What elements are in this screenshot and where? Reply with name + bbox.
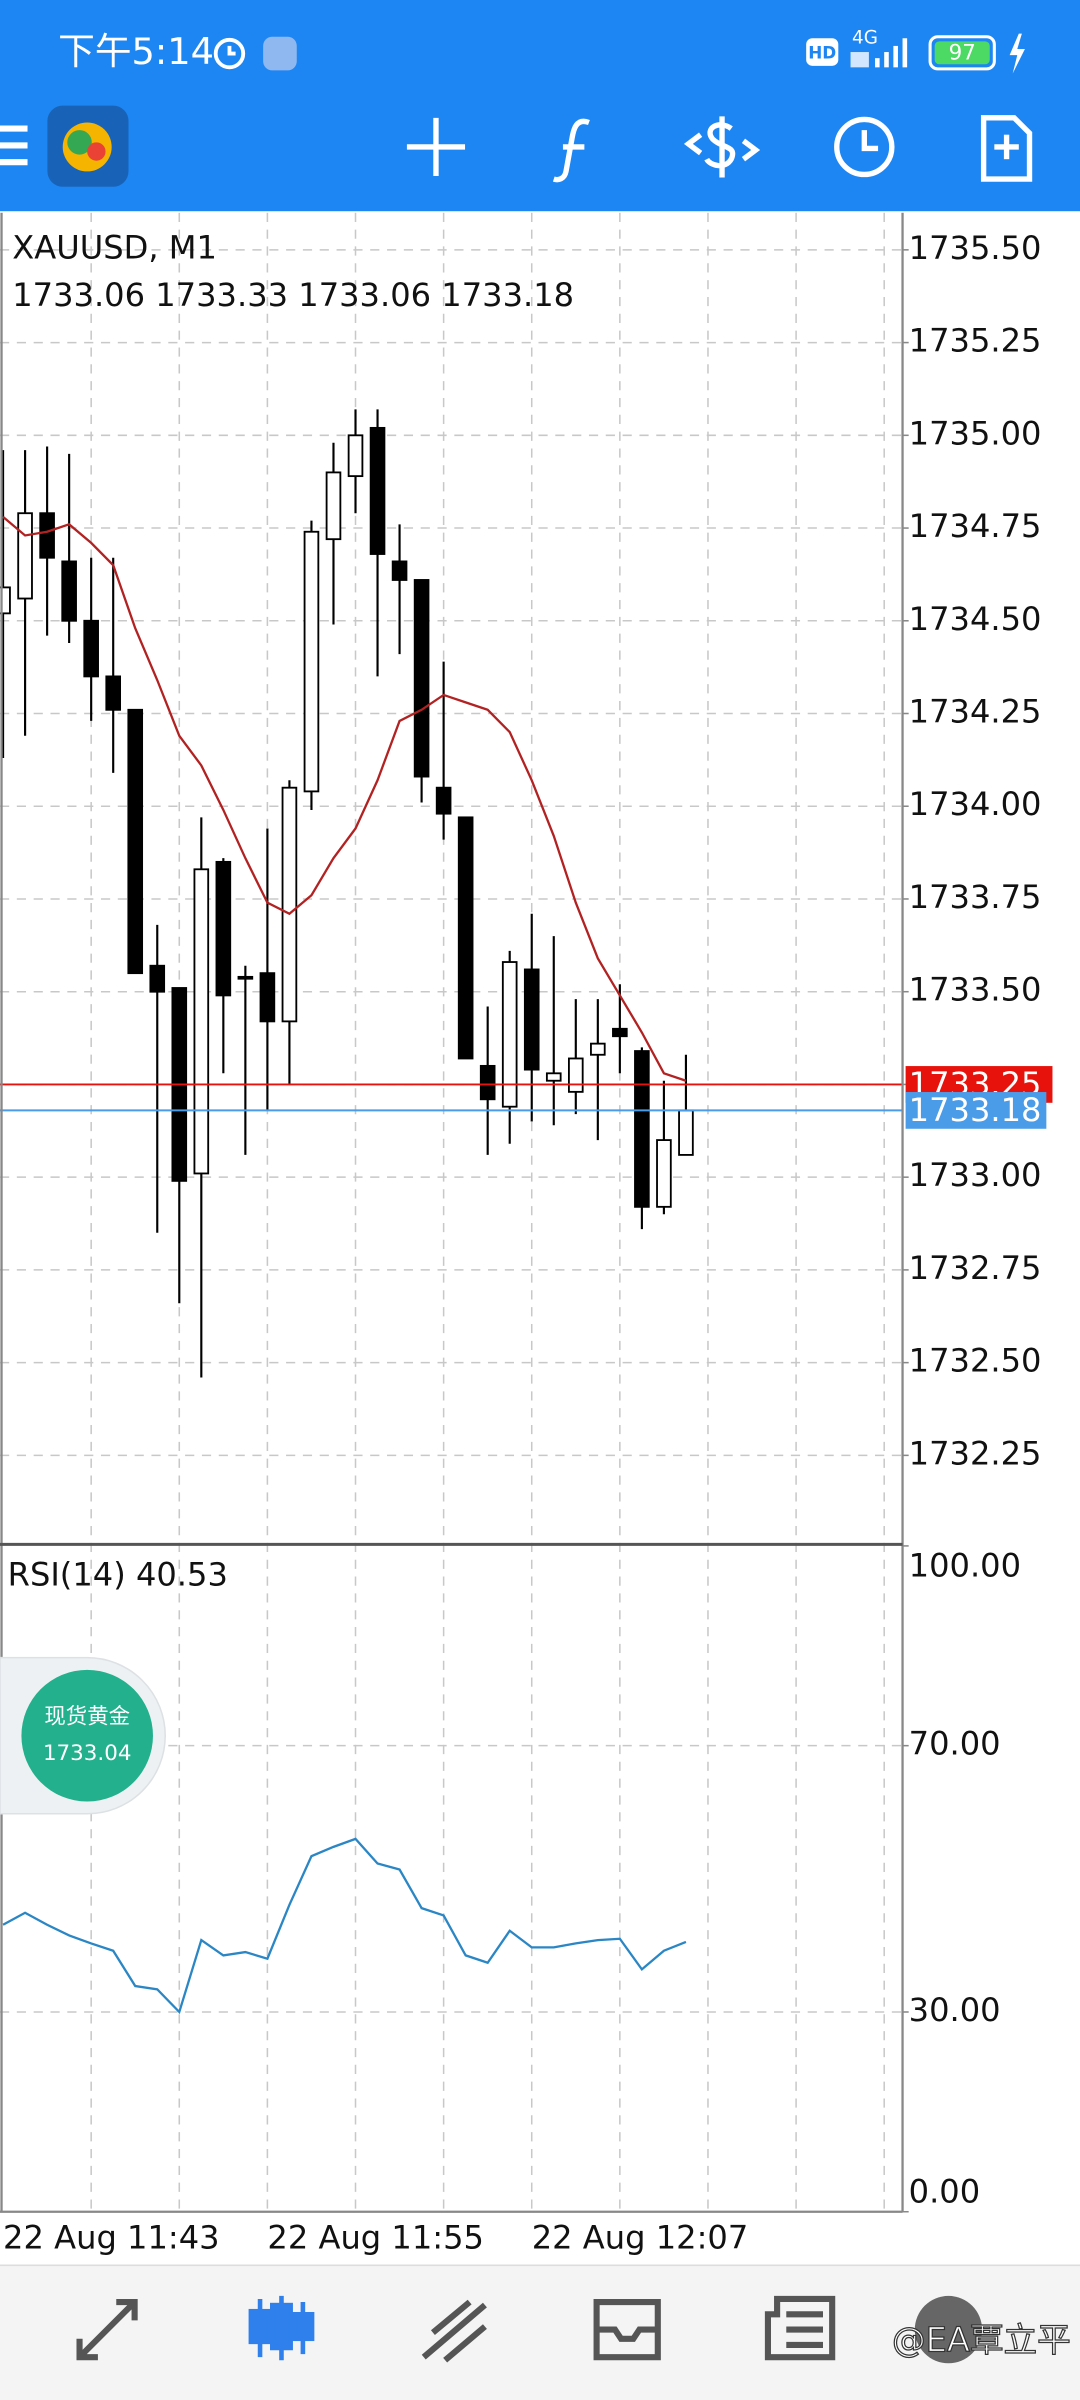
candle-body <box>127 708 144 975</box>
watermark: @EA覃立平 <box>892 2320 1071 2359</box>
battery-level <box>934 41 990 65</box>
candle-body <box>39 512 55 559</box>
x-tick-label: 22 Aug 11:55 <box>267 2218 484 2256</box>
candle-body <box>0 586 11 615</box>
y-tick-label: 1735.25 <box>909 322 1042 360</box>
y-tick-label: 100.00 <box>909 1546 1021 1584</box>
price-tag-label: 1733.18 <box>909 1091 1042 1129</box>
y-tick-label: 1733.75 <box>909 878 1042 916</box>
network-type: 4G <box>852 27 878 48</box>
badge-price: 1733.04 <box>43 1741 132 1766</box>
menu-button[interactable] <box>0 125 28 166</box>
y-tick-label: 1735.00 <box>909 414 1042 452</box>
nav-quotes[interactable] <box>76 2298 138 2361</box>
candle-body <box>634 1050 650 1208</box>
candle-body <box>149 964 166 993</box>
candle-body <box>523 968 540 1071</box>
y-tick-label: 1732.75 <box>909 1249 1042 1287</box>
y-tick-label: 1734.00 <box>909 785 1042 823</box>
candle-body <box>259 972 276 1023</box>
header-bg <box>0 0 1080 212</box>
y-tick-label: 70.00 <box>909 1725 1001 1763</box>
candle-body <box>391 560 408 581</box>
history-button[interactable] <box>834 116 895 178</box>
chart-title: XAUUSD, M1 <box>12 228 217 266</box>
y-tick-label: 1733.00 <box>909 1156 1042 1194</box>
trade-button[interactable] <box>683 116 761 178</box>
nav-trade[interactable] <box>421 2299 487 2363</box>
candle-body <box>83 619 99 678</box>
hd-text: HD <box>808 43 836 63</box>
crosshair-button[interactable] <box>406 117 466 177</box>
candle-body <box>479 1064 496 1101</box>
y-tick-label: 30.00 <box>909 1991 1001 2029</box>
clock: 下午5:14 <box>58 30 214 73</box>
x-tick-label: 22 Aug 11:43 <box>3 2218 220 2256</box>
nav-history[interactable] <box>593 2298 661 2361</box>
candle-body <box>17 512 33 600</box>
y-tick-label: 1732.25 <box>909 1434 1042 1472</box>
candle-body <box>457 816 474 1060</box>
nav-messages[interactable] <box>914 2295 983 2364</box>
candle-body <box>678 1109 694 1156</box>
charging-icon <box>1009 33 1025 74</box>
candle-body <box>325 471 342 541</box>
y-tick-label: 0.00 <box>909 2172 981 2210</box>
candle-body <box>215 860 232 997</box>
candle-body <box>369 426 386 555</box>
candle-body <box>501 961 518 1108</box>
candle-body <box>281 786 298 1023</box>
battery-outline <box>928 35 996 71</box>
candle-body <box>590 1042 606 1056</box>
price-tag <box>905 1092 1047 1129</box>
candle-body <box>545 1072 562 1082</box>
y-tick-label: 1733.50 <box>909 971 1042 1009</box>
alarm-icon <box>213 37 246 70</box>
indicators-button[interactable] <box>552 118 590 183</box>
y-tick-label: 1735.50 <box>909 229 1042 267</box>
nav-news[interactable] <box>764 2295 836 2361</box>
y-tick-label: 1734.50 <box>909 600 1042 638</box>
candle-body <box>237 975 254 980</box>
candle-body <box>193 868 210 1175</box>
signal-icon <box>850 38 908 68</box>
rsi-title: RSI(14) 40.53 <box>8 1556 228 1594</box>
moving-average <box>2 516 687 1082</box>
quote-badge[interactable]: 现货黄金 1733.04 <box>0 1656 166 1815</box>
ohlc-readout: 1733.06 1733.33 1733.06 1733.18 <box>12 276 574 314</box>
candle-body <box>303 530 320 793</box>
y-tick-label: 1734.25 <box>909 693 1042 731</box>
candle-body <box>413 579 430 778</box>
app-logo[interactable] <box>47 105 129 187</box>
candle-body <box>435 786 452 815</box>
rsi-line <box>2 1837 687 2015</box>
plot-area: 1732.251732.501732.751733.001733.251733.… <box>0 212 1053 2256</box>
y-tick-label: 1732.50 <box>909 1342 1042 1380</box>
nav-chart[interactable] <box>248 2295 315 2361</box>
candle-body <box>105 675 122 711</box>
y-tick-label: 1734.75 <box>909 507 1042 545</box>
candle-body <box>347 434 364 478</box>
app-status-icon <box>263 36 297 71</box>
candle-body <box>567 1057 584 1093</box>
hd-badge <box>806 38 839 66</box>
x-tick-label: 22 Aug 12:07 <box>532 2218 749 2256</box>
candle-body <box>656 1139 672 1208</box>
candle-body <box>612 1027 628 1038</box>
bottom-nav <box>0 2265 1080 2400</box>
candle-body <box>61 560 77 622</box>
badge-title: 现货黄金 <box>44 1704 130 1729</box>
battery-text: 97 <box>949 41 976 66</box>
new-order-button[interactable] <box>980 115 1033 182</box>
